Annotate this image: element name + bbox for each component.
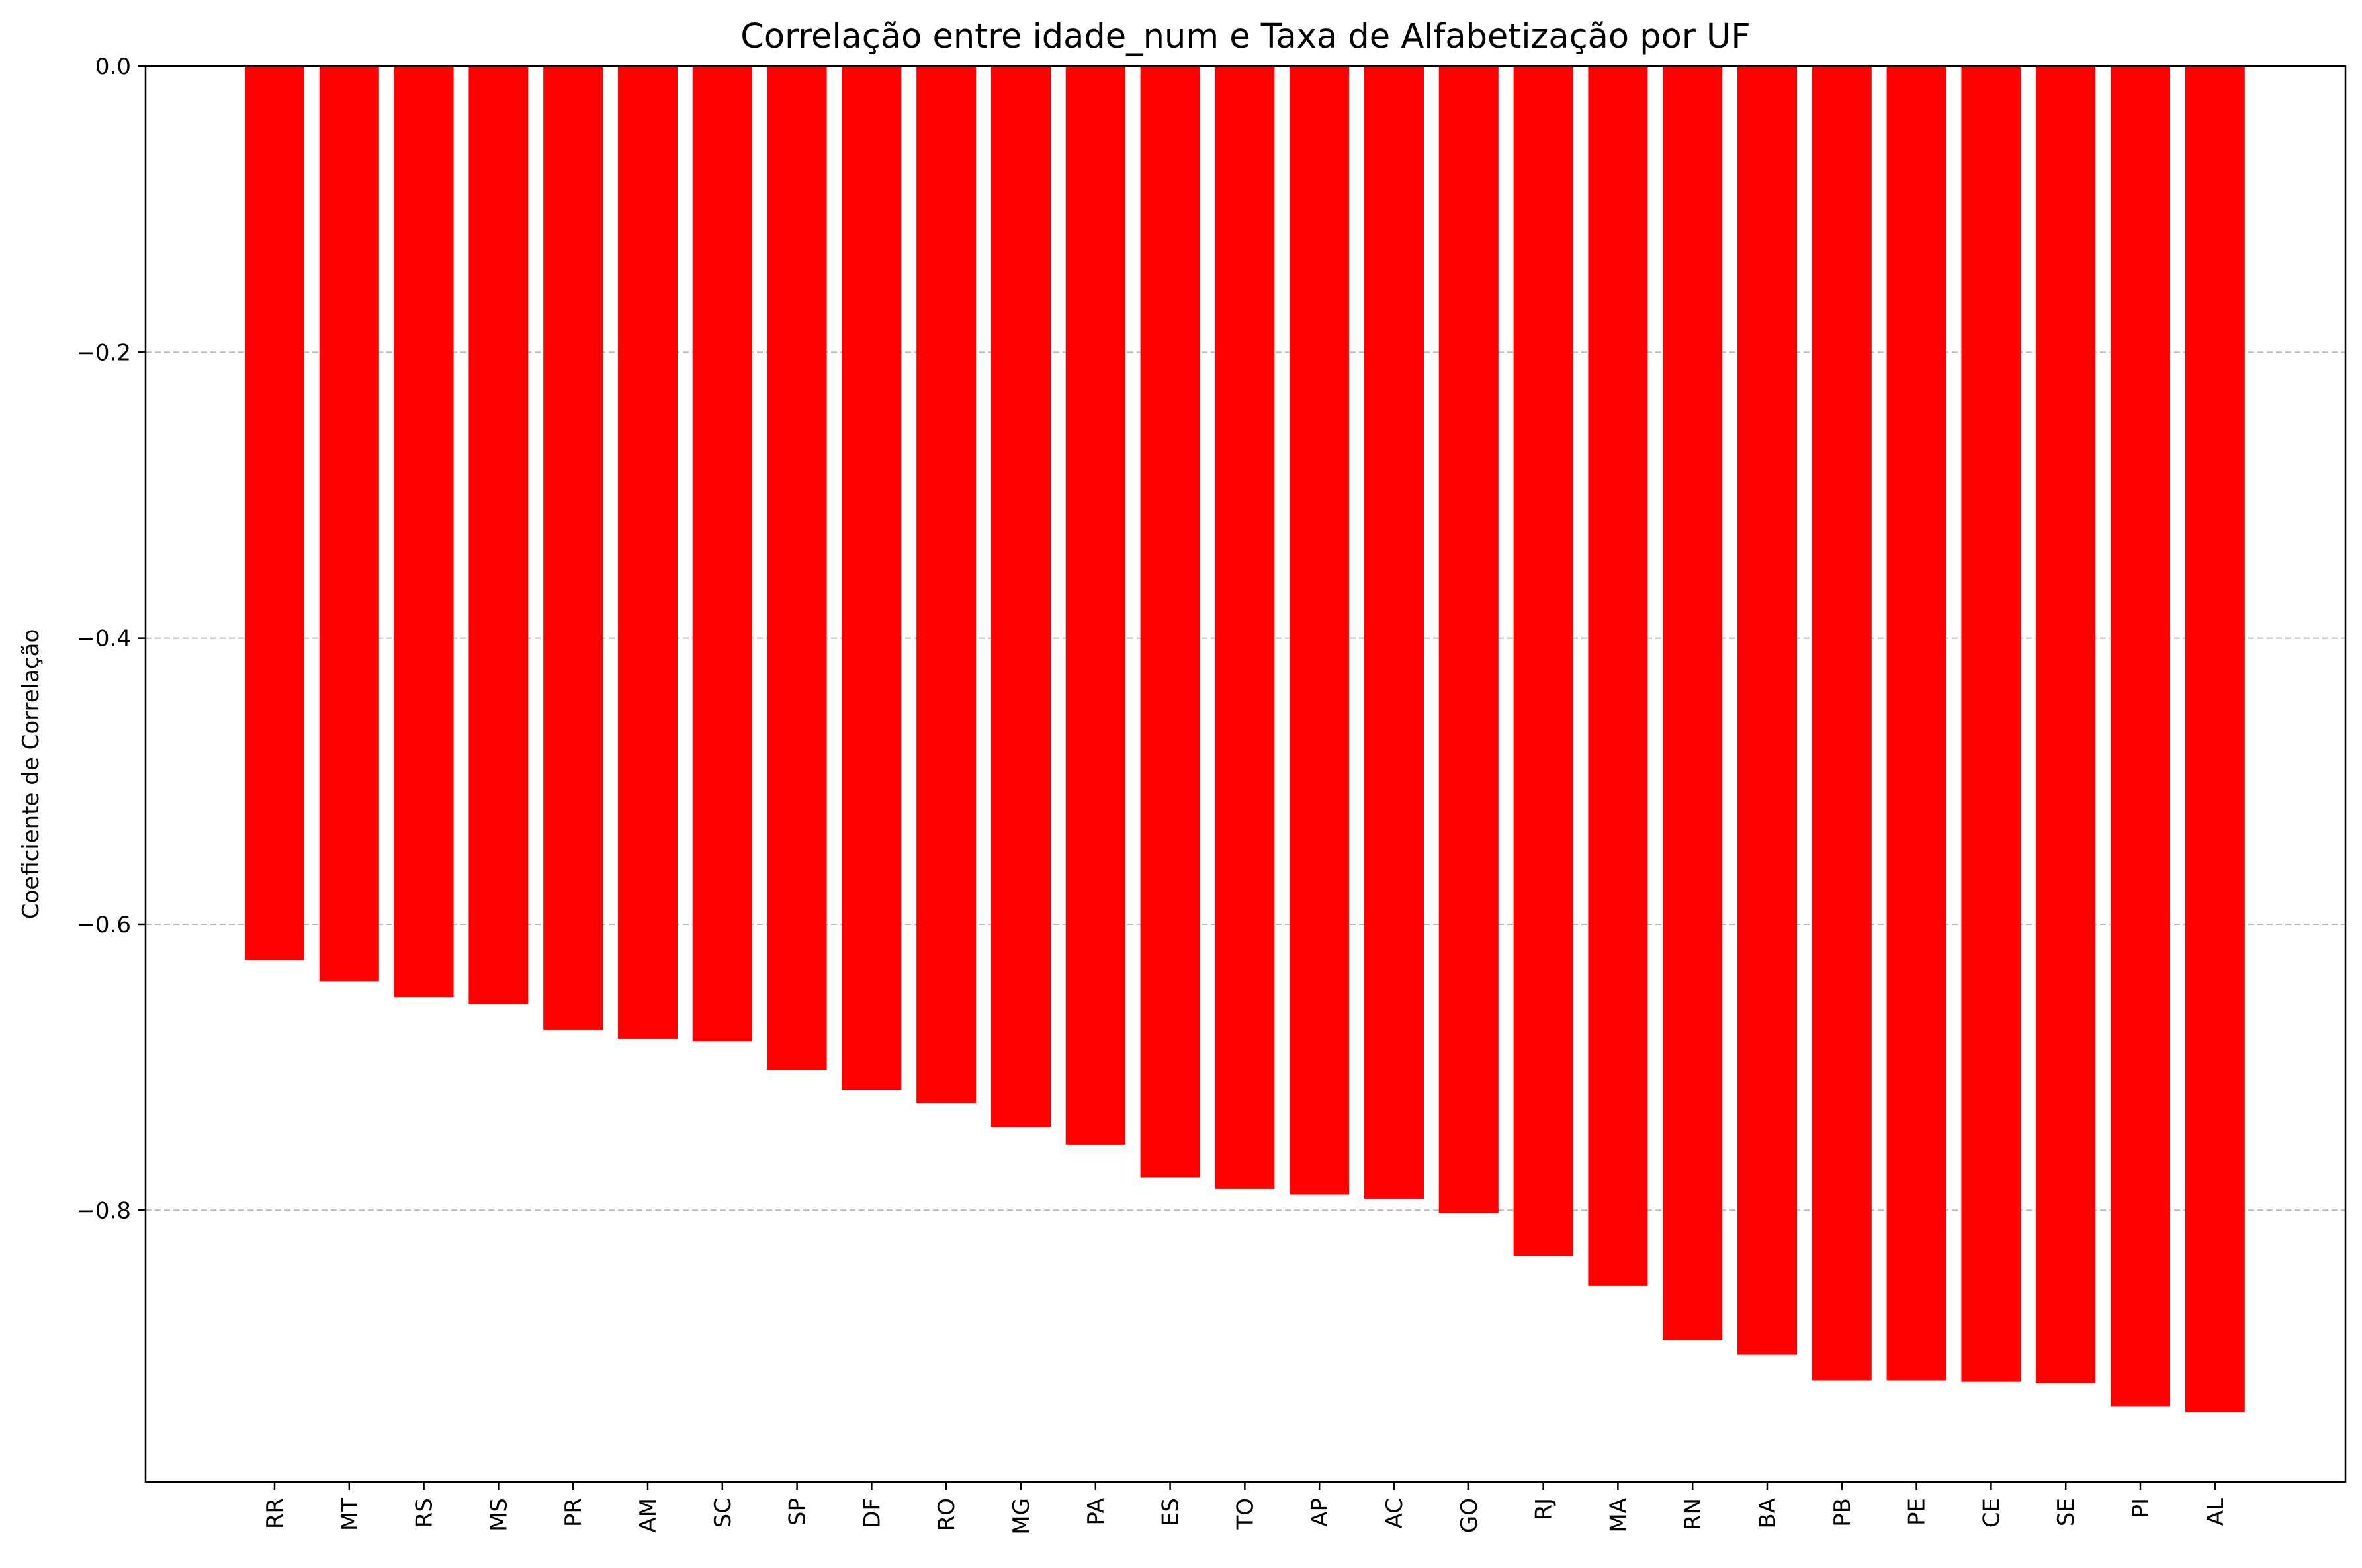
x-tick-label: TO	[1232, 1498, 1258, 1530]
bar-al	[2185, 66, 2245, 1413]
y-tick-label: −0.6	[76, 912, 131, 938]
x-tick-label: AP	[1307, 1498, 1333, 1527]
bar-rr	[245, 66, 304, 961]
x-axis-ticks: RR MT RS MS PR AM SC SP DF RO MG PA ES TO AP AC GO RJ MA RN…	[262, 1482, 2229, 1535]
bar-go	[1438, 66, 1499, 1213]
x-tick-label: DF	[859, 1498, 885, 1528]
x-tick-label: RO	[934, 1498, 960, 1531]
x-tick-label: PB	[1829, 1498, 1856, 1527]
x-tick-label: RS	[412, 1498, 438, 1528]
x-tick-label: MT	[337, 1498, 363, 1531]
bar-ma	[1588, 66, 1648, 1286]
bar-rs	[394, 66, 454, 998]
bar-sc	[692, 66, 752, 1042]
x-tick-label: PE	[1904, 1498, 1931, 1526]
bar-ac	[1364, 66, 1424, 1199]
x-tick-label: AL	[2203, 1498, 2229, 1526]
x-tick-label: PI	[2128, 1498, 2154, 1518]
x-tick-label: MG	[1008, 1498, 1035, 1535]
x-tick-label: RJ	[1531, 1498, 1557, 1520]
y-axis-label: Coeficiente de Correlação	[18, 629, 44, 920]
x-tick-label: SP	[785, 1498, 811, 1526]
x-tick-label: CE	[1978, 1498, 2005, 1528]
bar-pb	[1812, 66, 1872, 1381]
x-tick-label: RR	[262, 1498, 288, 1529]
bar-df	[842, 66, 902, 1090]
bar-pi	[2111, 66, 2170, 1407]
bar-rn	[1663, 66, 1723, 1340]
bar-pa	[1065, 66, 1125, 1145]
bar-ms	[468, 66, 529, 1005]
bar-se	[2036, 66, 2096, 1383]
x-tick-label: SE	[2053, 1498, 2079, 1526]
x-tick-label: PA	[1083, 1498, 1110, 1526]
x-tick-label: ES	[1158, 1498, 1184, 1526]
bar-sp	[767, 66, 827, 1070]
x-tick-label: PR	[560, 1498, 587, 1527]
x-tick-label: AC	[1381, 1498, 1408, 1528]
x-tick-label: RN	[1680, 1498, 1706, 1530]
bar-pe	[1886, 66, 1946, 1381]
y-axis-ticks: 0.0 −0.2 −0.4 −0.6 −0.8	[76, 54, 146, 1224]
x-tick-label: BA	[1755, 1498, 1781, 1529]
bar-am	[618, 66, 678, 1039]
y-tick-label: 0.0	[95, 54, 131, 80]
bar-pr	[543, 66, 603, 1030]
bar-to	[1215, 66, 1275, 1189]
x-tick-label: MS	[486, 1498, 512, 1532]
bar-ba	[1737, 66, 1797, 1355]
y-tick-label: −0.8	[76, 1198, 131, 1224]
bar-ce	[1961, 66, 2021, 1382]
x-tick-label: AM	[635, 1498, 662, 1533]
bar-ro	[916, 66, 977, 1104]
x-tick-label: GO	[1456, 1498, 1483, 1533]
y-tick-label: −0.4	[76, 626, 131, 652]
x-tick-label: MA	[1605, 1498, 1632, 1533]
chart-title: Correlação entre idade_num e Taxa de Alf…	[740, 17, 1750, 56]
bars	[245, 66, 2245, 1413]
bar-es	[1140, 66, 1200, 1178]
bar-mt	[319, 66, 379, 982]
y-tick-label: −0.2	[76, 339, 131, 366]
bar-mg	[991, 66, 1051, 1127]
bar-ap	[1290, 66, 1350, 1195]
x-tick-label: SC	[710, 1498, 736, 1528]
bar-rj	[1513, 66, 1573, 1256]
